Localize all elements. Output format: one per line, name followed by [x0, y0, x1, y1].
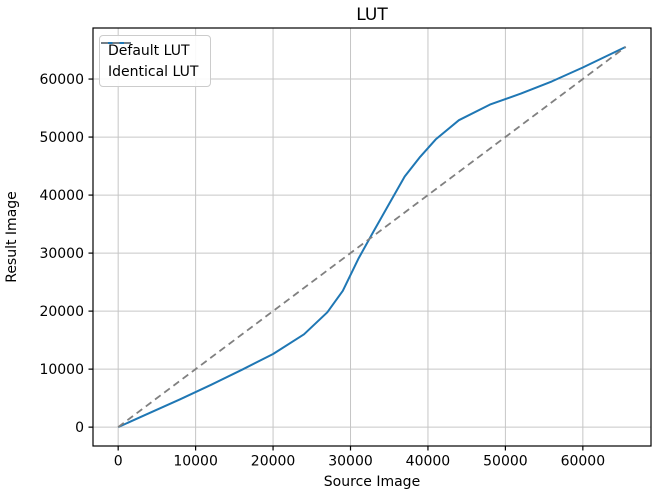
y-tick-label: 20000: [39, 304, 84, 320]
legend: Default LUT Identical LUT: [99, 35, 212, 87]
y-tick-label: 30000: [39, 246, 84, 262]
legend-label-identical-lut: Identical LUT: [108, 63, 199, 80]
y-axis-label: Result Image: [4, 191, 20, 283]
series-line-0: [117, 45, 627, 429]
chart-title: LUT: [356, 5, 388, 25]
axes-spines: [92, 27, 652, 447]
y-tick-label: 60000: [39, 72, 84, 88]
x-tick-label: 50000: [483, 454, 528, 470]
y-tick-label: 10000: [39, 362, 84, 378]
y-tick-label: 40000: [39, 188, 84, 204]
identical-lut-line-icon: [101, 42, 131, 44]
y-tick-label: 50000: [39, 130, 84, 146]
x-tick-label: 40000: [406, 454, 451, 470]
x-tick-label: 20000: [251, 454, 296, 470]
series-line-1: [117, 46, 627, 428]
plot-border: [92, 27, 652, 447]
series-layer: [117, 45, 627, 429]
x-tick-label: 10000: [173, 454, 218, 470]
y-tick-label: 0: [75, 420, 84, 436]
legend-item-identical-lut: Identical LUT: [101, 42, 199, 81]
x-tick-label: 0: [114, 454, 123, 470]
legend-label-default-lut: Default LUT: [108, 42, 190, 59]
x-tick-label: 60000: [561, 454, 606, 470]
tick-layer: 0 10000 20000 30000 40000 50000 60000 0 10000 200…: [39, 72, 605, 469]
x-tick-label: 30000: [328, 454, 373, 470]
x-axis-label: Source Image: [324, 474, 420, 490]
